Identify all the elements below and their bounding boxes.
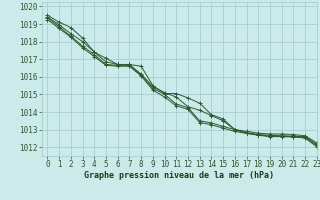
X-axis label: Graphe pression niveau de la mer (hPa): Graphe pression niveau de la mer (hPa) [84,171,274,180]
